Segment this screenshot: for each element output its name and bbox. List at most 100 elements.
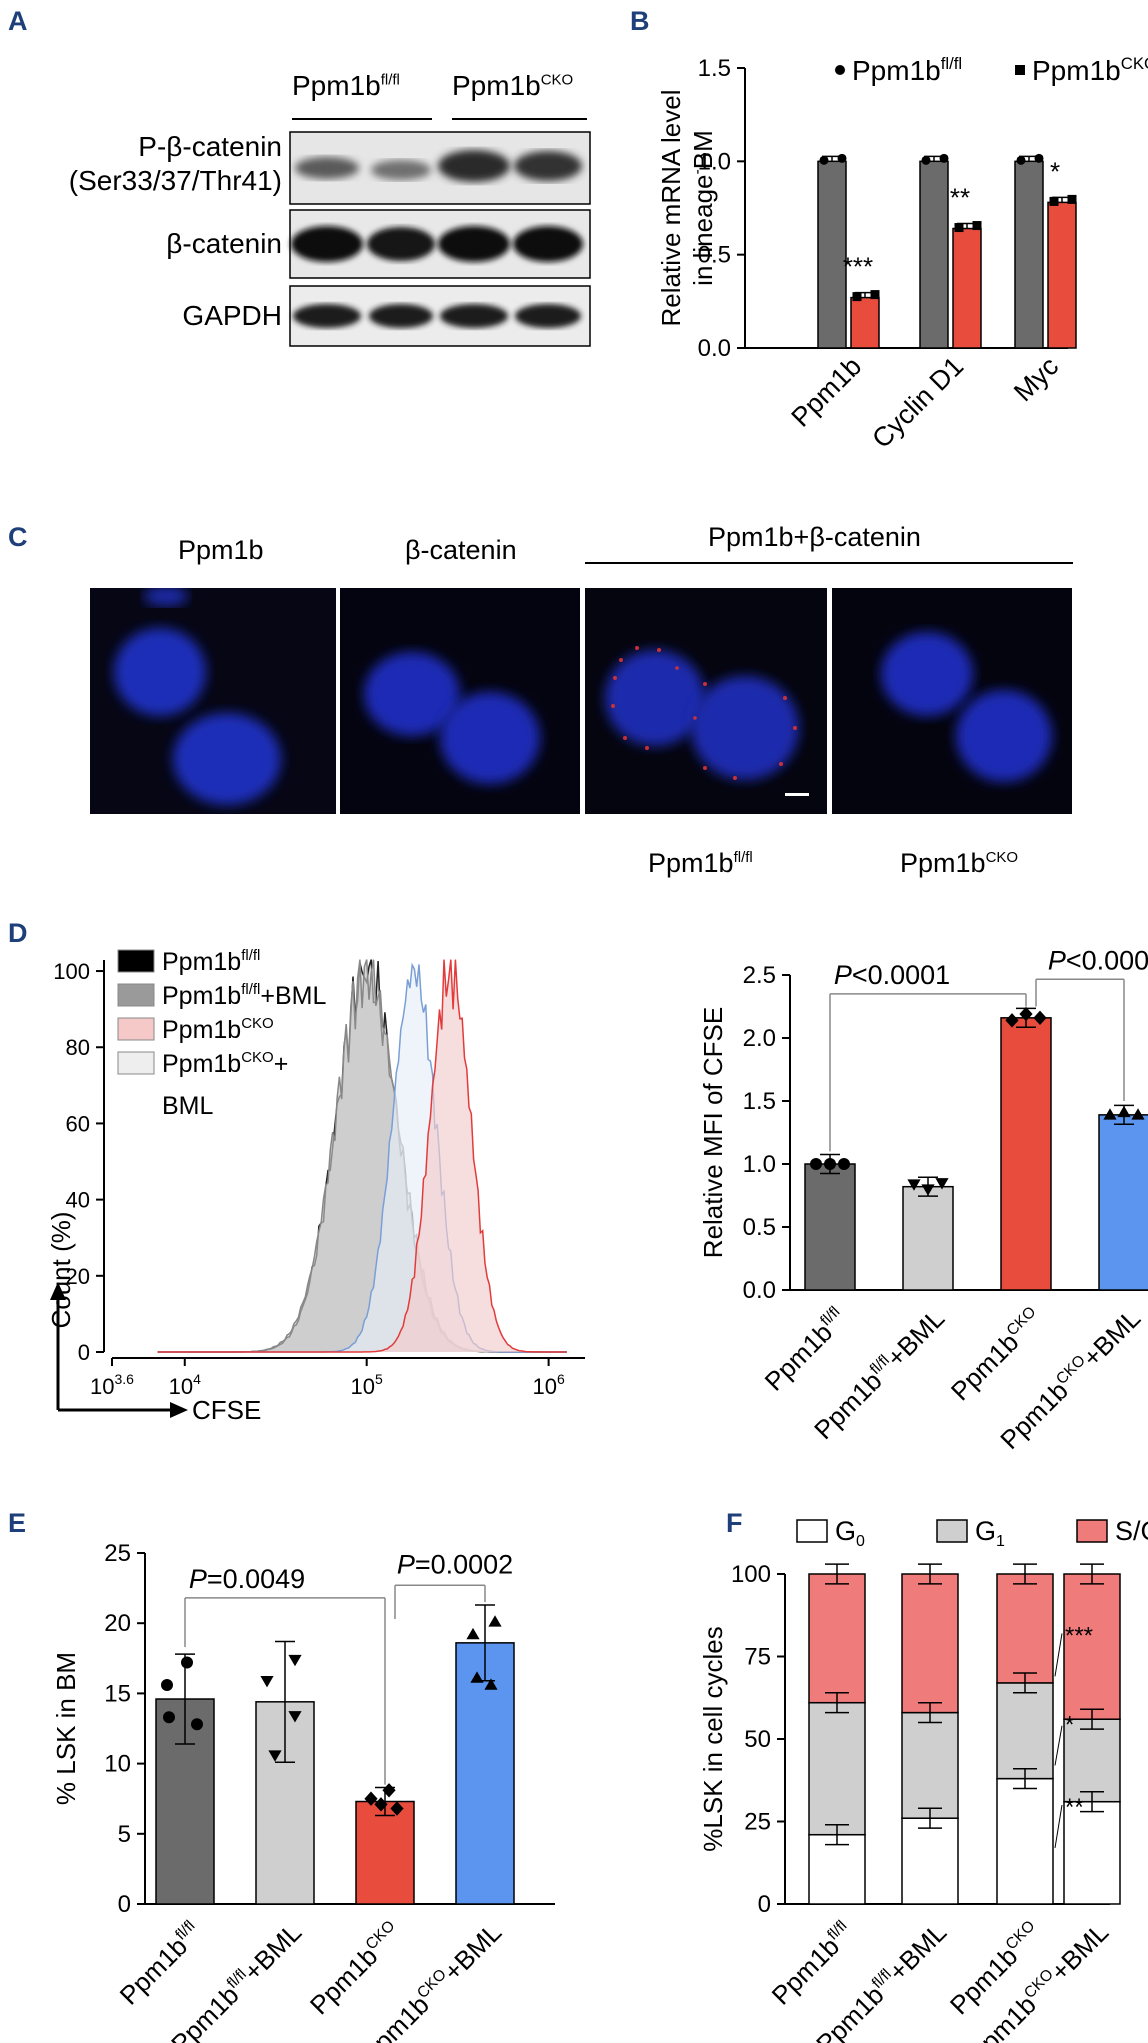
d-hist-ytick-label: 80	[66, 1035, 90, 1060]
d-bar-bar	[902, 1185, 954, 1291]
d-bar-bar	[1000, 1017, 1052, 1291]
f-bar-segment	[901, 1711, 959, 1819]
f-bar-segment	[996, 1573, 1054, 1684]
b-point	[1049, 196, 1059, 206]
b-point	[837, 153, 847, 163]
d-bar-point	[935, 1178, 949, 1190]
e-point	[288, 1654, 302, 1667]
d-hist-ytick-label: 60	[66, 1111, 90, 1136]
wb-group2-label: Ppm1bCKO	[452, 70, 574, 101]
d-bar-point	[1131, 1108, 1145, 1120]
f-bar-segment	[996, 1682, 1054, 1780]
f-bar-segment	[808, 1701, 866, 1836]
d-legend-swatch	[117, 949, 155, 973]
f-sig-line	[1054, 1725, 1063, 1766]
b-point	[921, 155, 931, 165]
f-significance: **	[1065, 1794, 1084, 1821]
image-panel-ppm1b-cko	[832, 588, 1072, 814]
d-bar-y-tick-label: 2.0	[743, 1025, 776, 1052]
e-point	[163, 1711, 175, 1724]
f-significance: *	[1065, 1711, 1074, 1738]
d-bar-category-label: Ppm1bCKO	[945, 1303, 1048, 1406]
d-legend-swatch	[117, 1051, 155, 1075]
panel-label-e: E	[8, 1508, 27, 1538]
image-panel-beta-catenin	[340, 588, 580, 814]
f-y-tick-label: 100	[731, 1561, 771, 1588]
e-pvalue-1: P=0.0049	[189, 1564, 305, 1594]
d-legend-label: Ppm1bfl/fl	[162, 947, 260, 976]
e-point	[390, 1801, 404, 1816]
panel-label-b: B	[630, 6, 650, 36]
d-bar-bar	[1098, 1114, 1148, 1291]
f-y-tick-label: 25	[744, 1809, 771, 1836]
d-bar-pvalue-2: P<0.0001	[1048, 945, 1148, 975]
b-ylabel-line2: in lineage-BM	[688, 130, 718, 286]
f-ylabel: %LSK in cell cycles	[698, 1626, 728, 1851]
d-hist-ytick-label: 0	[78, 1340, 90, 1365]
b-point	[939, 153, 949, 163]
d-hist-ytick-label: 40	[66, 1188, 90, 1213]
image-combined-line	[585, 562, 1073, 564]
b-ylabel-line1: Relative mRNA level	[656, 90, 686, 327]
image-panel-ppm1b	[90, 588, 336, 814]
d-hist-line	[157, 959, 567, 1353]
b-significance: *	[1050, 156, 1060, 186]
e-point	[488, 1615, 502, 1627]
b-category-label: Myc	[1008, 351, 1064, 407]
b-legend-marker	[835, 65, 845, 75]
b-point	[1034, 153, 1044, 163]
d-bar-point	[921, 1184, 935, 1196]
d-hist-ytick-label: 100	[53, 959, 90, 984]
b-point	[954, 223, 964, 233]
d-arrow-y-head	[50, 1282, 66, 1300]
d-bar-point	[907, 1179, 921, 1191]
b-category-label: Ppm1b	[786, 351, 868, 433]
e-point	[374, 1797, 388, 1812]
wb-row2-label: β-catenin	[166, 228, 282, 259]
d-bar-y-tick-label: 1.5	[743, 1088, 776, 1115]
f-y-tick-label: 50	[744, 1726, 771, 1753]
e-point	[470, 1671, 484, 1683]
wb-group1-line	[292, 118, 432, 120]
f-bar-segment	[996, 1777, 1054, 1905]
f-y-tick-label: 0	[758, 1891, 771, 1918]
panel-label-f: F	[726, 1508, 743, 1538]
d-hist-xtick-label: 105	[351, 1371, 383, 1399]
e-point	[484, 1678, 498, 1690]
e-y-tick-label: 0	[118, 1891, 131, 1918]
e-point	[382, 1783, 396, 1798]
cells-ppm1b	[90, 588, 336, 814]
e-y-tick-label: 25	[104, 1540, 131, 1567]
e-category-label: Ppm1bfl/fl	[114, 1917, 208, 2011]
e-point	[161, 1678, 173, 1691]
e-y-tick-label: 10	[104, 1751, 131, 1778]
f-bar-segment	[1063, 1573, 1121, 1720]
cells-ppm1b-cko	[832, 588, 1072, 814]
d-bar-point	[1033, 1010, 1047, 1026]
f-legend-swatch	[1076, 1519, 1108, 1543]
f-bar-segment	[808, 1573, 866, 1704]
e-point	[466, 1627, 480, 1640]
b-legend-marker	[1015, 65, 1025, 75]
e-y-tick-label: 20	[104, 1610, 131, 1637]
f-sig-line	[1054, 1804, 1063, 1848]
e-point	[268, 1750, 282, 1762]
d-legend-label: Ppm1bfl/fl+BML	[162, 981, 326, 1010]
d-arrow-x-head	[170, 1402, 188, 1418]
b-bar	[850, 296, 880, 349]
e-y-tick-label: 5	[118, 1821, 131, 1848]
e-point	[364, 1791, 378, 1806]
f-legend-label: S/G2/M	[1115, 1516, 1148, 1550]
f-y-tick-label: 75	[744, 1644, 771, 1671]
f-significance: ***	[1065, 1622, 1093, 1649]
b-category-label: Cyclin D1	[866, 351, 969, 454]
b-significance: **	[950, 183, 970, 213]
d-bar-pvalue-1: P<0.0001	[834, 960, 950, 990]
b-y-tick-label: 0.0	[698, 335, 731, 362]
d-hist-xlabel: CFSE	[192, 1395, 261, 1425]
b-bar	[952, 227, 982, 349]
b-bar	[1014, 160, 1044, 349]
f-bar-segment	[901, 1817, 959, 1905]
d-bar-point	[1019, 1006, 1033, 1022]
b-point	[1016, 155, 1026, 165]
